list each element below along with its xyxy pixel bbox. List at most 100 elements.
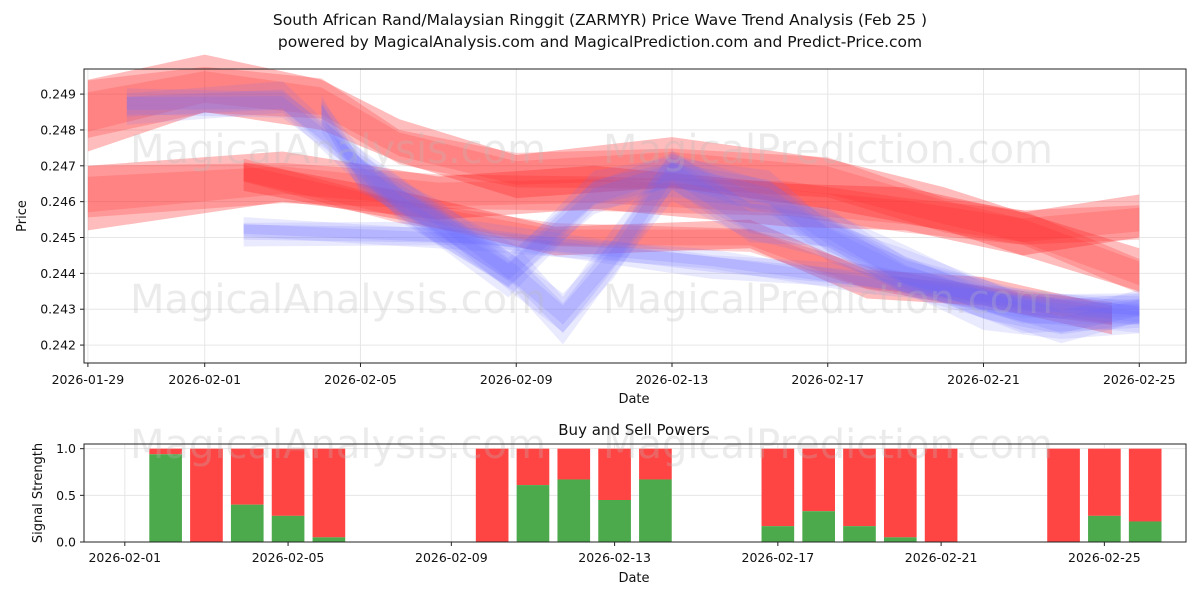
wave-band-red-wave-down (243, 165, 1113, 325)
main-x-tick-label: 2026-02-25 (1103, 372, 1176, 387)
sell-bar (639, 448, 672, 480)
main-y-tick-label: 0.245 (40, 230, 76, 245)
wave-band-red-wave-upper (87, 66, 1140, 294)
sell-bar (475, 448, 509, 542)
main-x-tick-label: 2026-01-29 (52, 372, 125, 387)
main-y-tick-label: 0.249 (40, 87, 76, 102)
wave-band-blue-wave-main (126, 81, 1140, 334)
wave-band-blue-wave-dip (321, 95, 1140, 344)
main-x-tick-label: 2026-02-17 (791, 372, 864, 387)
bar-x-tick-label: 2026-02-05 (252, 550, 325, 565)
wave-band-blue-wave-main (126, 96, 1140, 325)
buy-bar (843, 526, 876, 542)
main-y-ticks: 0.242 0.243 0.244 0.245 0.246 0.247 0.248 0.249 (40, 87, 84, 353)
main-y-tick-label: 0.247 (40, 158, 76, 173)
main-x-tick-label: 2026-02-13 (636, 372, 709, 387)
watermark-analysis-bottom: MagicalAnalysis.com (130, 422, 546, 468)
wave-band-blue-wave-main (126, 89, 1140, 325)
sell-bar (924, 448, 958, 542)
bar-marks (149, 448, 1162, 542)
sell-bar (190, 448, 223, 542)
bar-chart-title: Buy and Sell Powers (558, 421, 710, 439)
bar-y-tick-label: 0.5 (56, 488, 76, 503)
sell-bar (312, 448, 346, 538)
main-grid (84, 69, 1186, 363)
wave-band-red-wave-down (243, 158, 1113, 325)
main-x-tick-label: 2026-02-05 (324, 372, 397, 387)
wave-band-red-wave-lower (87, 162, 1140, 245)
sell-bar (557, 448, 591, 480)
main-y-tick-label: 0.244 (40, 266, 76, 281)
wave-band-red-wave-down (243, 162, 1113, 335)
wave-band-blue-wave-flat (243, 224, 1140, 316)
buy-bar (516, 485, 550, 542)
bar-plot-frame (83, 443, 1187, 543)
main-x-axis-label: Date (618, 392, 649, 407)
wave-band-red-wave-upper (87, 54, 1140, 292)
sell-bar (230, 448, 264, 505)
buy-bar (883, 537, 917, 542)
chart-title-line1: South African Rand/Malaysian Ringgit (ZA… (273, 11, 927, 29)
bar-x-tick-label: 2026-02-17 (742, 550, 815, 565)
bar-x-tick-label: 2026-02-13 (578, 550, 651, 565)
bar-y-tick-label: 1.0 (56, 441, 76, 456)
main-y-tick-label: 0.242 (40, 338, 76, 353)
sell-bar (883, 448, 917, 538)
sell-bar (1088, 448, 1121, 516)
main-x-ticks: 2026-01-29 2026-02-01 2026-02-05 2026-02-09… (52, 363, 1176, 387)
chart-title-line2: powered by MagicalAnalysis.com and Magic… (278, 33, 922, 51)
buy-bar (149, 454, 182, 542)
wave-band-red-wave-lower (87, 151, 1140, 256)
sell-bar (761, 448, 795, 527)
bar-y-tick-label: 0.0 (56, 535, 76, 550)
main-y-tick-label: 0.246 (40, 194, 76, 209)
bar-x-ticks: 2026-02-01 2026-02-05 2026-02-09 2026-02-13… (88, 542, 1141, 565)
buy-bar (271, 515, 305, 542)
main-wave-bands (87, 54, 1140, 345)
sell-bar (598, 448, 631, 500)
bar-x-tick-label: 2026-02-25 (1068, 550, 1141, 565)
wave-band-blue-wave-dip (321, 100, 1140, 345)
buy-bar (761, 526, 795, 542)
sell-bar (1047, 448, 1080, 542)
bar-y-axis-label: Signal Strength (31, 443, 46, 543)
sell-bar (516, 448, 550, 486)
buy-bar (1088, 515, 1121, 542)
bar-x-axis-label: Date (618, 571, 649, 586)
main-y-tick-label: 0.243 (40, 302, 76, 317)
main-y-axis-label: Price (15, 200, 30, 232)
wave-band-blue-wave-main (126, 88, 1140, 333)
sell-bar (802, 448, 835, 512)
watermark-prediction-mid: MagicalPrediction.com (603, 277, 1053, 323)
bar-x-tick-label: 2026-02-09 (415, 550, 488, 565)
wave-band-red-wave-upper (87, 71, 1140, 286)
wave-band-blue-wave-dip (321, 104, 1140, 334)
buy-bar (598, 500, 631, 542)
buy-bar (230, 504, 264, 542)
bar-x-tick-label: 2026-02-01 (88, 550, 161, 565)
sell-bar (843, 448, 876, 527)
watermark-prediction-bottom: MagicalPrediction.com (603, 422, 1053, 468)
main-x-tick-label: 2026-02-09 (480, 372, 553, 387)
buy-bar (802, 511, 835, 542)
main-y-tick-label: 0.248 (40, 122, 76, 137)
main-x-tick-label: 2026-02-01 (168, 372, 241, 387)
wave-band-red-wave-lower (87, 166, 1140, 243)
wave-band-blue-wave-flat (243, 221, 1140, 319)
buy-bar (557, 479, 591, 542)
wave-band-blue-wave-flat (243, 217, 1140, 323)
watermark-prediction-top: MagicalPrediction.com (603, 127, 1053, 173)
watermark-analysis-mid: MagicalAnalysis.com (130, 277, 546, 323)
wave-band-blue-wave-flat (243, 224, 1140, 315)
main-x-tick-label: 2026-02-21 (947, 372, 1020, 387)
bar-x-tick-label: 2026-02-21 (905, 550, 978, 565)
buy-bar (312, 537, 346, 542)
buy-bar (639, 479, 672, 542)
wave-band-blue-wave-dip (321, 103, 1140, 335)
sell-bar (149, 448, 182, 455)
sell-bar (1128, 448, 1162, 522)
buy-bar (1128, 521, 1162, 542)
watermark-analysis-top: MagicalAnalysis.com (130, 127, 546, 173)
sell-bar (271, 448, 305, 516)
